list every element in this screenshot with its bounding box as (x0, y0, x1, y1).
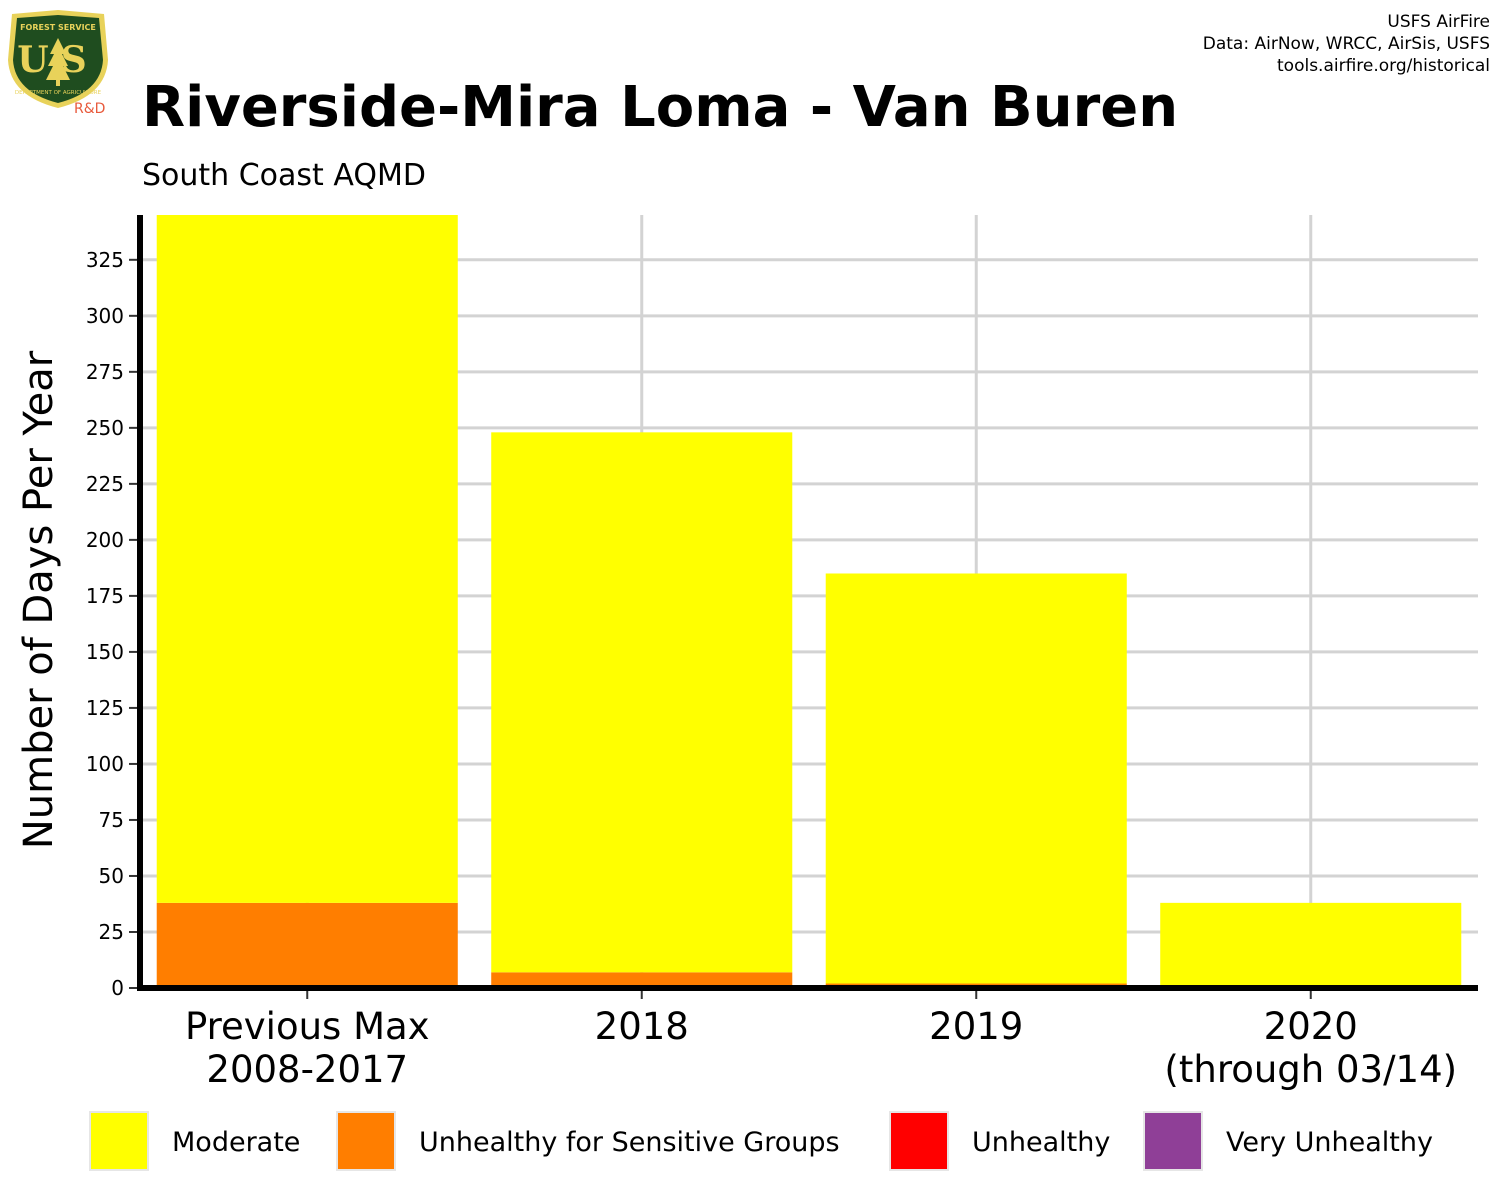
y-tick-label: 150 (86, 640, 124, 664)
logo-top-text: FOREST SERVICE (20, 23, 96, 32)
tree-icon (46, 38, 70, 80)
bar-moderate (491, 432, 793, 973)
bars (156, 215, 1462, 988)
bar-moderate (1160, 902, 1462, 988)
legend-swatch-usg (336, 1111, 396, 1171)
y-tick-label: 325 (86, 248, 124, 272)
y-tick-label: 225 (86, 472, 124, 496)
bar-moderate (825, 573, 1127, 984)
bar-usg (491, 972, 793, 988)
legend-swatch-very_unhealthy (1143, 1111, 1203, 1171)
chart-title: Riverside-Mira Loma - Van Buren (142, 75, 1178, 140)
x-tick-label: 2020 (1264, 1005, 1358, 1048)
x-tick-label: 2008-2017 (206, 1048, 408, 1091)
y-tick-label: 300 (86, 304, 124, 328)
bar-moderate (156, 215, 458, 903)
y-axis-label: Number of Days Per Year (16, 350, 62, 849)
axes (137, 215, 1478, 991)
y-tick-label: 50 (99, 864, 124, 888)
legend-swatch-moderate (89, 1111, 149, 1171)
logo-bottom-text: DEPARTMENT OF AGRICULTURE (15, 90, 102, 96)
y-tick-label: 200 (86, 528, 124, 552)
x-tick-label: Previous Max (185, 1005, 430, 1048)
legend-label: Unhealthy for Sensitive Groups (419, 1127, 840, 1158)
x-tick-label: (through 03/14) (1164, 1048, 1457, 1091)
legend-swatch-unhealthy (889, 1111, 949, 1171)
legend-label: Moderate (172, 1127, 300, 1158)
bar-usg (156, 902, 458, 988)
legend-label: Unhealthy (972, 1127, 1110, 1158)
y-tick-label: 125 (86, 696, 124, 720)
legend-label: Very Unhealthy (1226, 1127, 1433, 1158)
forest-service-shield-icon: FOREST SERVICE US DEPARTMENT OF AGRICULT… (8, 10, 108, 117)
y-tick-label: 175 (86, 584, 124, 608)
legend: Moderate Unhealthy for Sensitive Groups Un… (89, 1111, 1433, 1171)
logo-tag: R&D (74, 101, 105, 117)
credit-line: tools.airfire.org/historical (1277, 56, 1490, 76)
credit-line: Data: AirNow, WRCC, AirSis, USFS (1203, 34, 1490, 54)
y-tick-label: 275 (86, 360, 124, 384)
y-tick-label: 100 (86, 752, 124, 776)
y-tick-label: 0 (111, 976, 124, 1000)
y-tick-label: 25 (99, 920, 124, 944)
y-tick-label: 250 (86, 416, 124, 440)
x-tick-label: 2018 (595, 1005, 689, 1048)
y-axis-ticks: 0 25 50 75 100 125 150 175 200 225 250 275 300 325 (86, 248, 137, 1000)
credit-line: USFS AirFire (1387, 12, 1490, 32)
chart-subtitle: South Coast AQMD (142, 158, 426, 193)
y-tick-label: 75 (99, 808, 124, 832)
credits: USFS AirFire Data: AirNow, WRCC, AirSis,… (1203, 12, 1490, 76)
x-tick-label: 2019 (929, 1005, 1023, 1048)
